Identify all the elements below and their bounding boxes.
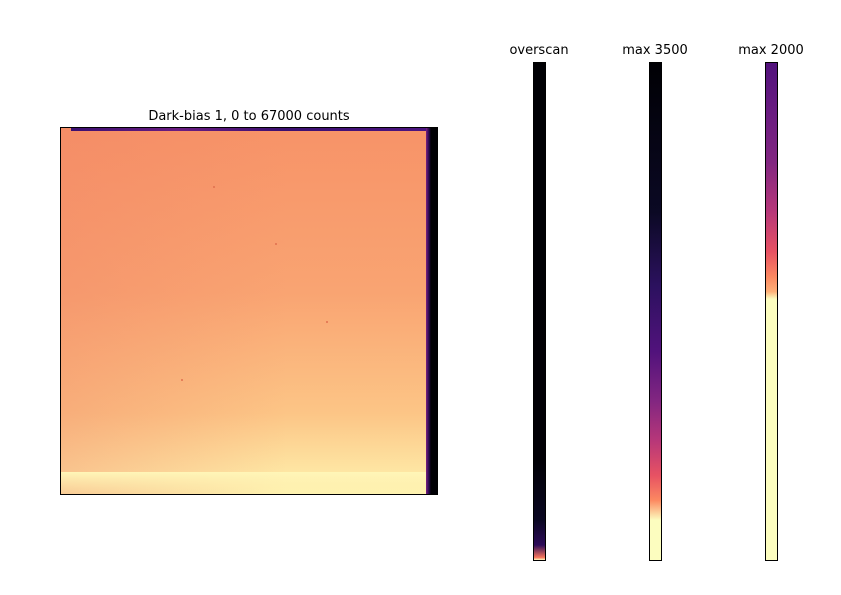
hot-pixel [326, 321, 328, 323]
top-edge-artifact [71, 128, 426, 131]
hot-pixel [213, 186, 215, 188]
max-2000-title: max 2000 [738, 43, 804, 58]
overscan-title: overscan [509, 43, 569, 58]
max-2000-strip [765, 62, 778, 561]
max-3500-strip [649, 62, 662, 561]
overscan-edge-column [426, 128, 437, 494]
hot-pixel [275, 243, 277, 245]
max-3500-title: max 3500 [622, 43, 688, 58]
overscan-strip [533, 62, 546, 561]
main-image-title: Dark-bias 1, 0 to 67000 counts [148, 109, 350, 124]
dark-bias-image [60, 127, 438, 495]
hot-pixel [181, 379, 183, 381]
